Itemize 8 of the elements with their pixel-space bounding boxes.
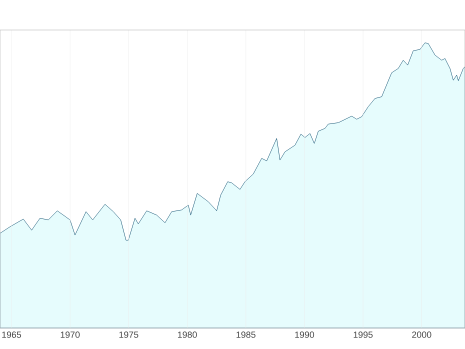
x-tick-label: 1995 — [354, 332, 373, 338]
x-tick-label: 1990 — [295, 332, 314, 338]
x-tick-label: 1975 — [119, 332, 138, 338]
x-tick-label: 1985 — [236, 332, 256, 338]
x-tick-label: 1965 — [2, 332, 22, 338]
x-tick-label: 1970 — [60, 332, 80, 338]
x-tick-label: 2000 — [412, 332, 432, 338]
x-tick-label: 1980 — [178, 332, 197, 338]
